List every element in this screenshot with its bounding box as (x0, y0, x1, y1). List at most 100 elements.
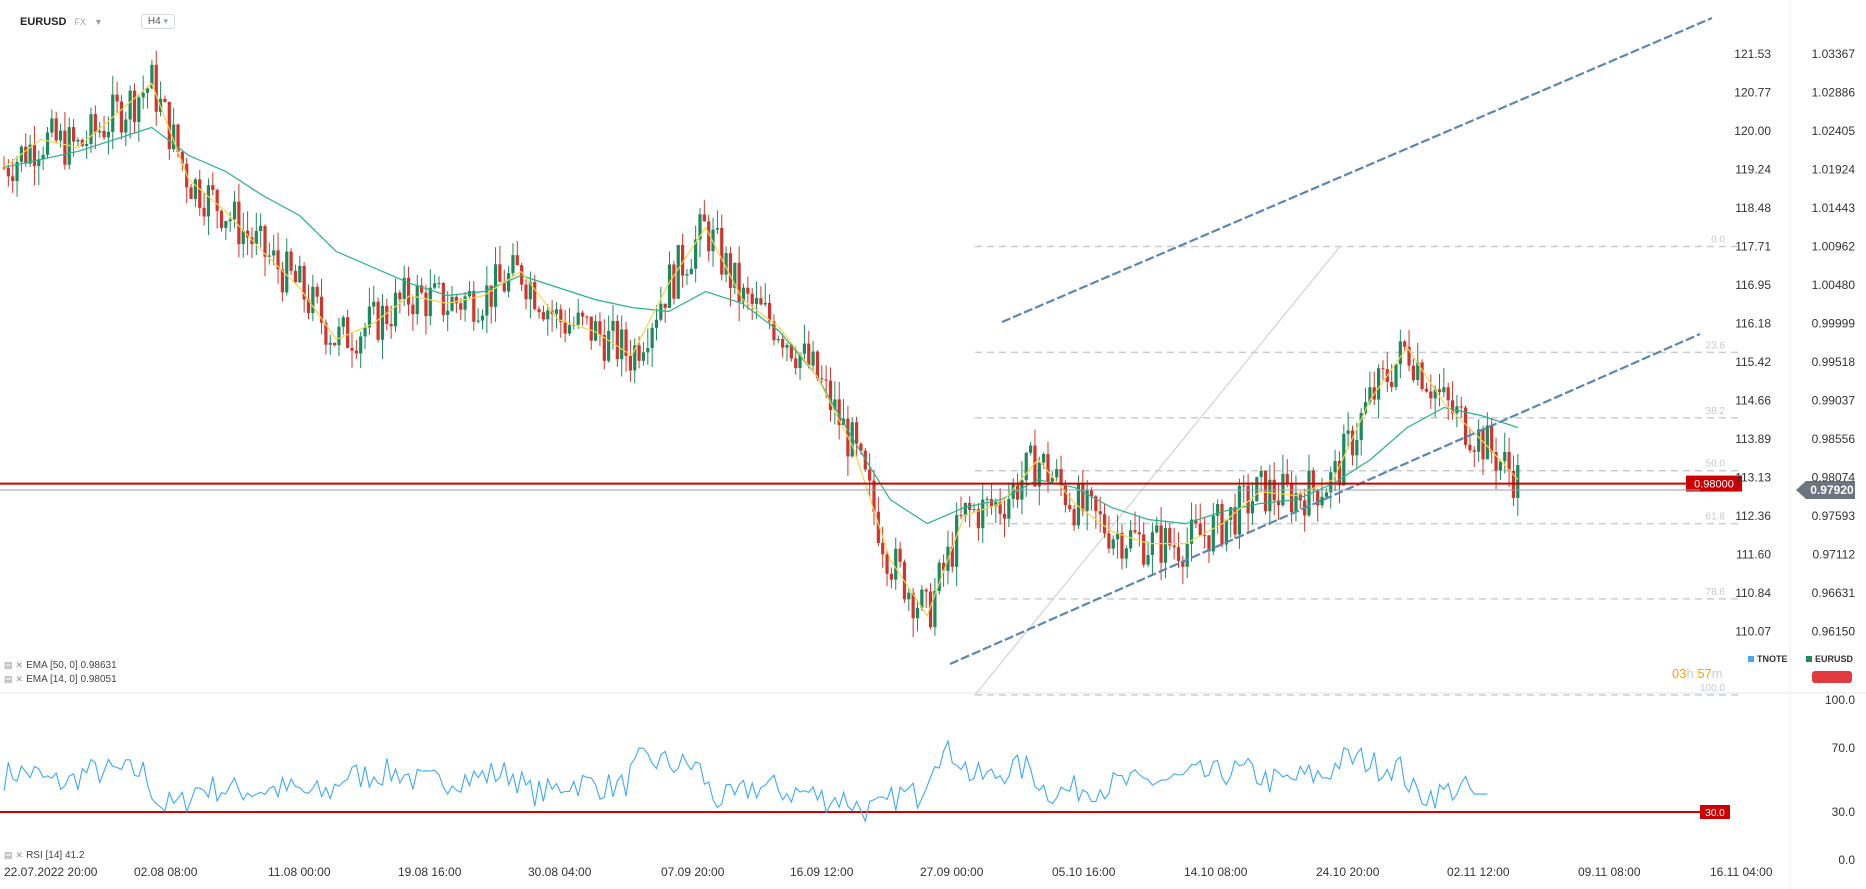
rsi-line (3, 739, 1488, 824)
secondary-tick-label: 120.77 (1734, 86, 1771, 100)
rsi-legend[interactable]: ▤ ✕ RSI [14] 41.2 (4, 850, 84, 861)
settings-icon[interactable]: ▤ (4, 674, 13, 684)
candle-body (1298, 493, 1302, 501)
price-level-tag (1686, 475, 1742, 492)
candle-body (1498, 461, 1502, 471)
tnote-legend[interactable]: TNOTE (1748, 654, 1788, 664)
candle-body (337, 326, 341, 346)
candle-body (189, 187, 193, 199)
candle-body (667, 264, 672, 308)
price-tick-label: 1.01443 (1812, 201, 1856, 215)
eurusd-color-pill[interactable] (1812, 671, 1852, 683)
candle-body (150, 64, 154, 89)
close-icon[interactable]: ✕ (15, 660, 24, 670)
candle-body (58, 130, 63, 141)
close-icon[interactable]: ✕ (15, 850, 24, 860)
ema50-legend[interactable]: ▤ ✕ EMA [50, 0] 0.98631 (4, 660, 117, 671)
candle-body (389, 323, 393, 327)
candle-body (28, 144, 32, 164)
candle-body (311, 286, 315, 314)
fib-level-label: 38.2 (1706, 406, 1726, 417)
candle-body (950, 546, 954, 567)
candle-body (824, 379, 828, 381)
candle-body (746, 287, 750, 294)
trend-channel (949, 16, 1713, 666)
eurusd-legend[interactable]: EURUSD (1806, 654, 1853, 664)
eurusd-label: EURUSD (1815, 654, 1854, 664)
candle-body (302, 265, 306, 300)
candle-body (346, 317, 350, 348)
candle-body (124, 119, 128, 133)
candle-body (1294, 493, 1298, 513)
candle-body (754, 298, 759, 304)
time-tick-label: 27.09 00:00 (920, 865, 984, 879)
candle-body (1468, 444, 1472, 451)
candle-body (955, 515, 959, 567)
candle-body (554, 309, 559, 314)
candle-body (402, 277, 406, 300)
candle-body (989, 498, 994, 507)
candle-body (241, 230, 245, 245)
candle-body (1368, 387, 1372, 403)
price-tick-label: 1.00962 (1812, 240, 1856, 254)
chevron-down-icon[interactable]: ▼ (93, 16, 103, 27)
candle-body (1176, 547, 1181, 561)
candle-body (785, 344, 789, 348)
time-tick-label: 11.08 00:00 (268, 865, 331, 879)
price-tick-label: 0.98074 (1812, 471, 1856, 485)
candle-body (1390, 382, 1394, 388)
time-tick-label: 16.09 12:00 (790, 865, 854, 879)
secondary-tick-label: 116.95 (1735, 278, 1771, 292)
timeframe-selector[interactable]: H4 ▾ (140, 14, 175, 29)
candle-body (267, 255, 271, 257)
time-tick-label: 05.10 16:00 (1052, 865, 1116, 879)
candle-body (1494, 452, 1498, 471)
candle-body (1216, 504, 1220, 516)
candle-body (1098, 511, 1102, 515)
candle-body (976, 509, 980, 529)
candle-body (881, 542, 885, 555)
candle-body (798, 353, 802, 369)
candle-body (1107, 533, 1111, 549)
candle-body (98, 130, 102, 133)
candle-body (1268, 479, 1272, 512)
candle-body (472, 290, 476, 322)
candle-body (794, 358, 798, 369)
candle-body (1250, 501, 1255, 514)
candle-body (476, 320, 480, 322)
candle-body (728, 253, 733, 288)
symbol-name[interactable]: EURUSD (20, 15, 67, 28)
candle-body (202, 207, 206, 217)
secondary-tick-label: 111.60 (1736, 548, 1771, 562)
settings-icon[interactable]: ▤ (4, 850, 13, 860)
candle-body (855, 422, 859, 444)
candle-body (372, 301, 376, 307)
ema14-legend[interactable]: ▤ ✕ EMA [14, 0] 0.98051 (4, 674, 117, 685)
candle-body (1433, 389, 1437, 399)
candle-body (663, 303, 667, 308)
time-tick-label: 09.11 08:00 (1578, 865, 1641, 879)
candle-body (768, 302, 772, 322)
candle-body (972, 509, 976, 511)
tnote-swatch (1748, 656, 1754, 662)
ema14-line (3, 82, 1519, 618)
candle-body (1155, 525, 1159, 533)
settings-icon[interactable]: ▤ (4, 660, 13, 670)
candle-body (1464, 407, 1468, 445)
candle-body (1276, 500, 1281, 506)
chart-header: EURUSD FX ▼ H4 ▾ (20, 14, 175, 29)
close-icon[interactable]: ✕ (15, 674, 24, 684)
candle-body (659, 303, 663, 320)
candle-body (1242, 485, 1246, 487)
candle-body (1029, 445, 1033, 453)
candle-body (154, 64, 158, 112)
candle-body (493, 264, 498, 307)
candle-body (167, 101, 171, 150)
candle-body (1255, 477, 1259, 502)
candle-body (246, 230, 250, 238)
candle-body (633, 345, 637, 371)
candle-body (406, 277, 411, 305)
candle-body (859, 443, 863, 451)
fib-level-label: 50.0 (1706, 459, 1726, 470)
